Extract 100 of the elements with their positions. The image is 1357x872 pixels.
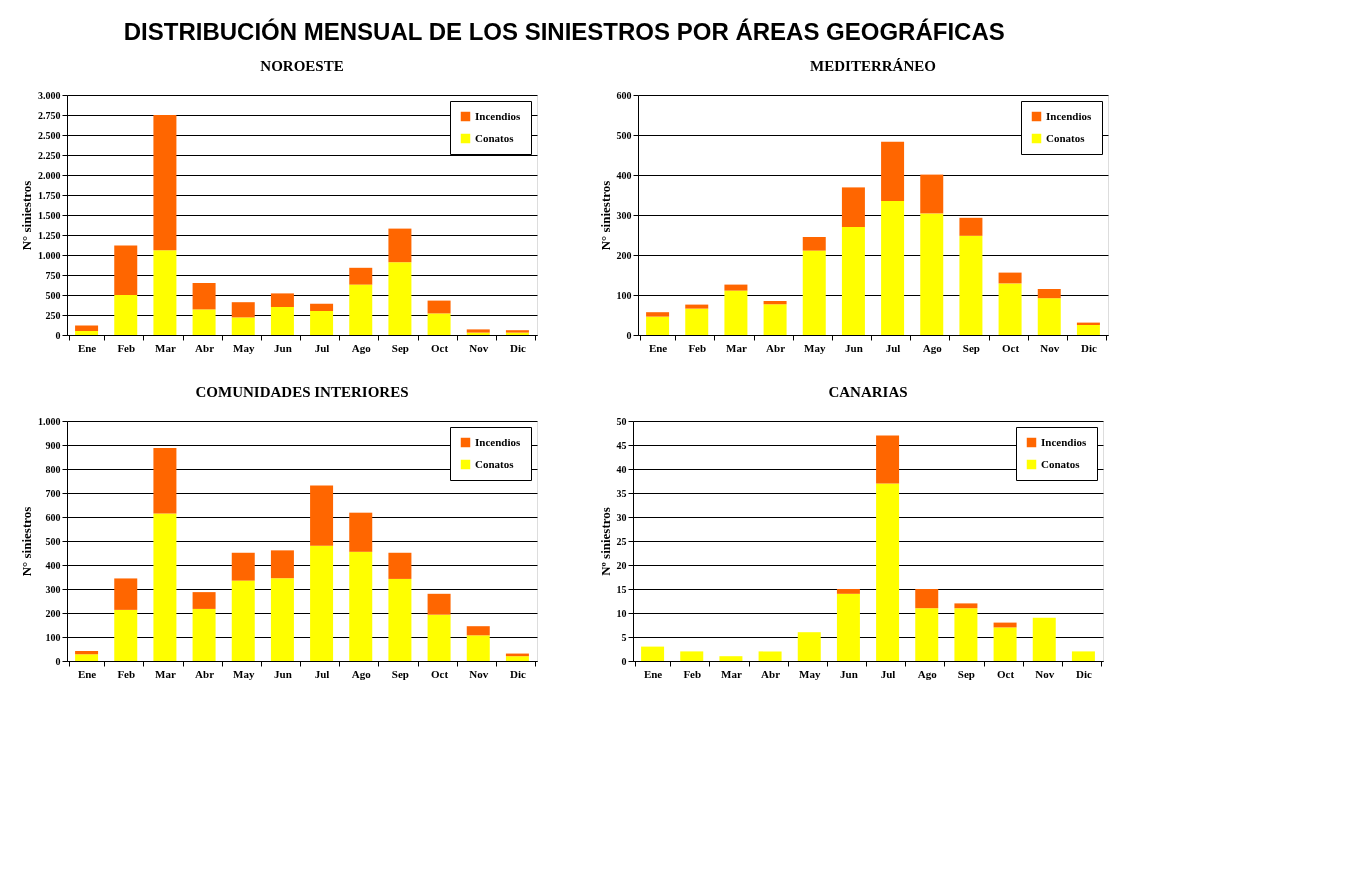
legend-label: Incendios	[1046, 109, 1092, 122]
chart-title: CANARIAS	[828, 384, 908, 400]
y-tick-label: 1.500	[38, 209, 61, 221]
bar	[1037, 289, 1061, 299]
y-tick-label: 400	[45, 559, 61, 571]
x-tick-label: Nov	[1035, 667, 1055, 680]
legend-label: Conatos	[475, 457, 515, 470]
y-tick-label: 0	[621, 655, 627, 667]
x-tick-label: Ago	[917, 667, 938, 680]
y-tick-label: 45	[616, 439, 627, 451]
bar	[1037, 298, 1061, 335]
bar	[802, 250, 826, 335]
bar	[646, 312, 670, 317]
x-tick-label: Mar	[155, 667, 176, 680]
bar	[1032, 617, 1056, 661]
legend-label: Conatos	[1046, 131, 1086, 144]
x-tick-label: Sep	[957, 667, 975, 680]
bar	[192, 283, 216, 310]
y-axis-title: N° siniestros	[19, 180, 34, 251]
y-tick-label: 1.000	[38, 415, 61, 427]
bar	[915, 589, 939, 609]
x-tick-label: Mar	[726, 341, 747, 354]
y-tick-label: 500	[45, 289, 61, 301]
x-tick-label: Mar	[721, 667, 742, 680]
bar	[310, 485, 334, 546]
bar	[758, 651, 782, 661]
bar	[998, 272, 1022, 284]
x-tick-label: Nov	[469, 667, 489, 680]
legend-label: Incendios	[475, 435, 521, 448]
bar	[427, 313, 451, 335]
bar	[954, 603, 978, 609]
y-tick-label: 1.000	[38, 249, 61, 261]
y-tick-label: 100	[616, 289, 632, 301]
y-tick-label: 2.500	[38, 129, 61, 141]
bar	[349, 267, 373, 285]
y-tick-label: 0	[55, 655, 61, 667]
x-tick-label: Sep	[391, 341, 409, 354]
x-tick-label: Dic	[509, 667, 526, 680]
x-tick-label: Jul	[885, 341, 901, 354]
x-tick-label: Abr	[195, 667, 215, 680]
bar	[310, 303, 334, 311]
y-tick-label: 30	[616, 511, 627, 523]
legend-label: Conatos	[475, 131, 515, 144]
bar	[75, 650, 99, 655]
y-tick-label: 10	[616, 607, 627, 619]
bar	[231, 552, 255, 581]
bar	[310, 545, 334, 661]
y-tick-label: 2.250	[38, 149, 61, 161]
bar	[231, 302, 255, 318]
bar	[114, 295, 138, 335]
x-tick-label: Sep	[391, 667, 409, 680]
bar	[763, 304, 787, 335]
bar	[915, 608, 939, 661]
x-tick-label: Jun	[274, 341, 292, 354]
bar	[192, 592, 216, 609]
x-tick-label: Feb	[683, 667, 702, 680]
x-tick-label: Nov	[469, 341, 489, 354]
x-tick-label: Feb	[688, 341, 707, 354]
y-tick-label: 2.750	[38, 109, 61, 121]
y-tick-label: 35	[616, 487, 627, 499]
x-tick-label: Abr	[195, 341, 215, 354]
bar	[959, 217, 983, 236]
x-tick-label: Dic	[1080, 341, 1097, 354]
bar	[954, 608, 978, 661]
bar	[388, 552, 412, 579]
y-axis-title: N° siniestros	[597, 180, 613, 251]
x-tick-label: May	[233, 341, 255, 354]
y-tick-label: 25	[616, 535, 627, 547]
bar	[270, 578, 294, 661]
bar	[231, 580, 255, 661]
x-tick-label: Abr	[766, 341, 786, 354]
y-tick-label: 5	[621, 631, 627, 643]
x-tick-label: Jun	[274, 667, 292, 680]
x-tick-label: Dic	[1075, 667, 1092, 680]
bar	[685, 308, 709, 335]
bar	[388, 578, 412, 661]
legend-label: Incendios	[475, 109, 521, 122]
y-tick-label: 700	[45, 487, 61, 499]
bar	[920, 213, 944, 335]
y-tick-label: 750	[45, 269, 61, 281]
y-tick-label: 200	[45, 607, 61, 619]
y-tick-label: 250	[45, 309, 61, 321]
bar	[505, 656, 529, 661]
y-tick-label: 800	[45, 463, 61, 475]
bar	[427, 300, 451, 314]
bar	[719, 656, 743, 661]
legend-label: Incendios	[1041, 435, 1087, 448]
bar	[114, 578, 138, 610]
bar	[270, 550, 294, 579]
x-tick-label: Oct	[997, 667, 1015, 680]
bar	[920, 174, 944, 214]
bar	[75, 654, 99, 661]
x-tick-label: May	[804, 341, 826, 354]
y-tick-label: 2.000	[38, 169, 61, 181]
y-tick-label: 100	[45, 631, 61, 643]
y-tick-label: 500	[616, 129, 632, 141]
x-tick-label: Oct	[431, 667, 449, 680]
bar	[114, 245, 138, 295]
y-tick-label: 300	[616, 209, 632, 221]
chart-title: NOROESTE	[260, 58, 344, 74]
